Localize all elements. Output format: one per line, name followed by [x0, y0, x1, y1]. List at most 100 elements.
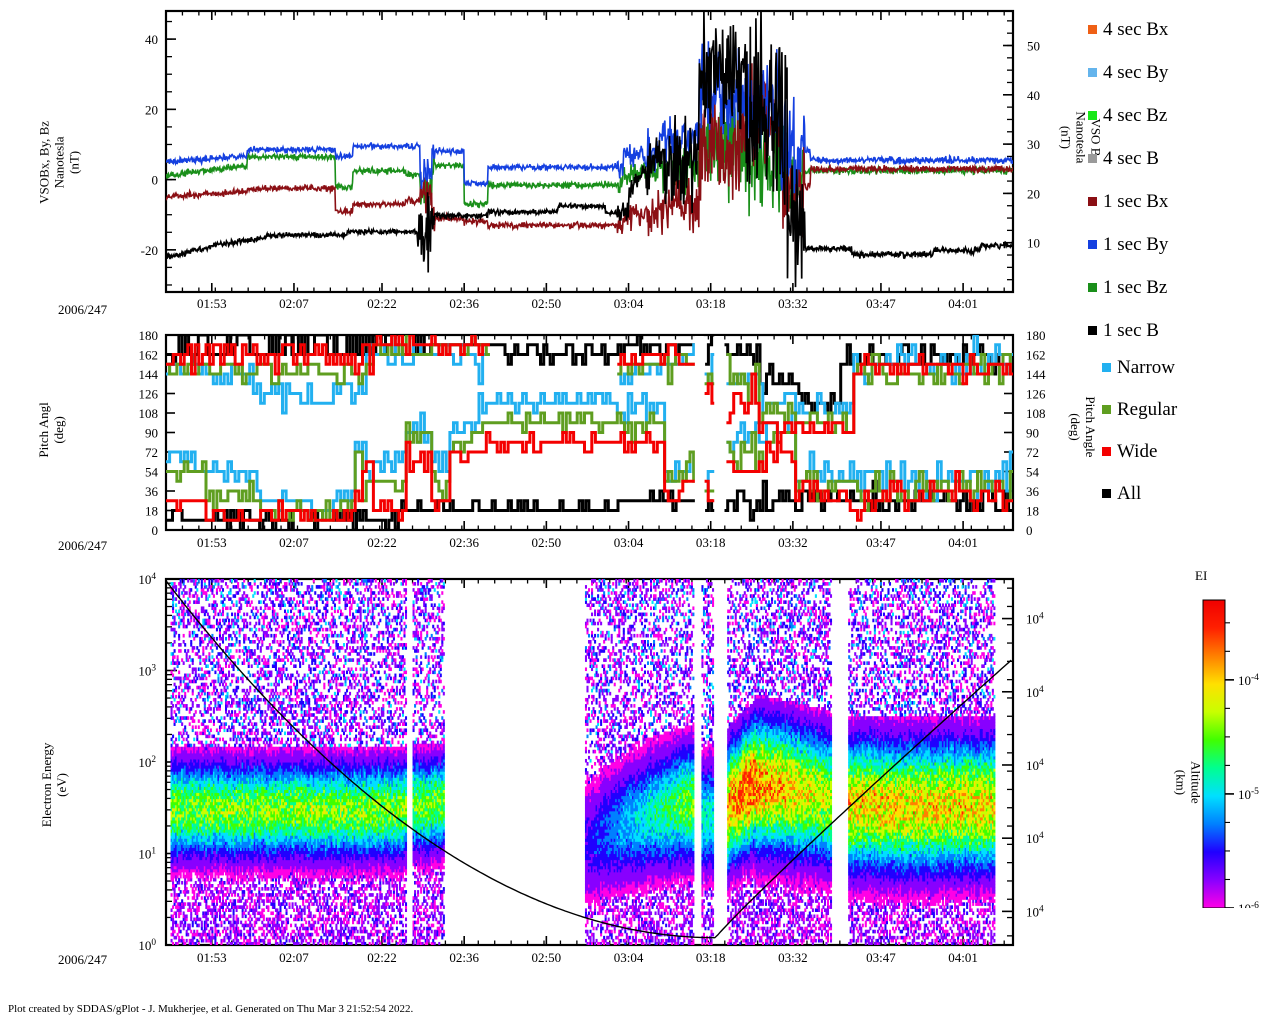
legend-swatch-icon [1088, 240, 1097, 249]
svg-text:02:36: 02:36 [449, 535, 479, 550]
legend-swatch-icon [1088, 68, 1097, 77]
svg-text:04:01: 04:01 [948, 950, 978, 965]
svg-text:18: 18 [145, 504, 158, 519]
svg-text:90: 90 [145, 426, 158, 441]
svg-text:02:50: 02:50 [532, 296, 562, 311]
svg-text:103: 103 [138, 664, 156, 679]
svg-text:0: 0 [152, 523, 159, 538]
svg-text:01:53: 01:53 [197, 296, 227, 311]
legend-swatch-icon [1102, 489, 1111, 498]
legend-item-regular[interactable]: Regular [1102, 400, 1177, 419]
svg-text:126: 126 [139, 387, 159, 402]
svg-text:02:22: 02:22 [367, 535, 397, 550]
svg-text:101: 101 [138, 847, 156, 862]
svg-text:03:32: 03:32 [778, 535, 808, 550]
svg-text:126: 126 [1026, 387, 1046, 402]
svg-text:02:22: 02:22 [367, 296, 397, 311]
legend-label: 1 sec B [1103, 321, 1159, 340]
legend-label: Regular [1117, 400, 1177, 419]
svg-text:54: 54 [1026, 465, 1040, 480]
colorbar: EI 10-610-510-4 [1185, 568, 1280, 908]
legend-label: 4 sec Bx [1103, 20, 1168, 39]
legend-label: 1 sec Bx [1103, 192, 1168, 211]
panel-pitch-angle: 01:53 02:07 02:22 02:36 02:50 03:04 03:18 03:32… [0, 325, 1070, 555]
panel1-ylabel-right-l2: Nanotesla [1073, 111, 1088, 163]
svg-text:54: 54 [145, 465, 159, 480]
legend-label: 4 sec Bz [1103, 106, 1167, 125]
legend-swatch-icon [1102, 447, 1111, 456]
svg-text:50: 50 [1027, 39, 1040, 54]
svg-text:72: 72 [145, 445, 158, 460]
svg-text:03:04: 03:04 [614, 535, 644, 550]
svg-text:36: 36 [1026, 484, 1040, 499]
svg-text:10: 10 [1027, 236, 1040, 251]
svg-text:104: 104 [1026, 831, 1044, 846]
panel1-ylabel-left-l1: VSOBx, By, Bz [37, 121, 52, 204]
panel1-ylabel-left: VSOBx, By, Bz Nanotesla (nT) [37, 82, 83, 242]
legend-item-1-sec-b[interactable]: 1 sec B [1088, 321, 1159, 340]
legend-item-4-sec-b[interactable]: 4 sec B [1088, 149, 1159, 168]
panel2-date-label: 2006/247 [58, 538, 107, 554]
svg-text:72: 72 [1026, 445, 1039, 460]
panel2-ylabel-right-l2: (deg) [1068, 413, 1083, 440]
svg-text:03:47: 03:47 [866, 950, 896, 965]
svg-text:104: 104 [1026, 612, 1044, 627]
svg-text:03:18: 03:18 [696, 535, 726, 550]
svg-text:03:04: 03:04 [614, 296, 644, 311]
svg-text:02:07: 02:07 [279, 535, 309, 550]
legend-item-4-sec-bz[interactable]: 4 sec Bz [1088, 106, 1167, 125]
legend-item-all[interactable]: All [1102, 484, 1141, 503]
legend-item-4-sec-bx[interactable]: 4 sec Bx [1088, 20, 1168, 39]
svg-text:36: 36 [145, 484, 159, 499]
svg-text:180: 180 [1026, 328, 1046, 343]
svg-text:90: 90 [1026, 426, 1039, 441]
svg-text:02:50: 02:50 [532, 535, 562, 550]
legend-item-1-sec-bx[interactable]: 1 sec Bx [1088, 192, 1168, 211]
footer-credit: Plot created by SDDAS/gPlot - J. Mukherj… [8, 1003, 413, 1015]
svg-text:02:07: 02:07 [279, 296, 309, 311]
legend-label: 1 sec Bz [1103, 278, 1167, 297]
svg-text:104: 104 [1026, 904, 1044, 919]
electron-spectrogram-plot: 01:53 02:07 02:22 02:36 02:50 03:04 03:18 03:32… [138, 572, 1044, 965]
legend-swatch-icon [1102, 363, 1111, 372]
pitch-angle-plot: 01:53 02:07 02:22 02:36 02:50 03:04 03:18 03:32… [139, 328, 1047, 550]
legend-swatch-icon [1102, 405, 1111, 414]
svg-text:0: 0 [152, 173, 159, 188]
legend-label: 4 sec By [1103, 63, 1168, 82]
svg-text:04:01: 04:01 [948, 535, 978, 550]
svg-text:02:22: 02:22 [367, 950, 397, 965]
svg-text:01:53: 01:53 [197, 535, 227, 550]
legend-swatch-icon [1088, 154, 1097, 163]
legend-item-1-sec-bz[interactable]: 1 sec Bz [1088, 278, 1167, 297]
svg-text:03:18: 03:18 [696, 950, 726, 965]
legend-swatch-icon [1088, 197, 1097, 206]
legend-swatch-icon [1088, 25, 1097, 34]
svg-text:40: 40 [1027, 88, 1040, 103]
legend-label: 4 sec B [1103, 149, 1159, 168]
svg-text:162: 162 [1026, 348, 1046, 363]
svg-text:03:47: 03:47 [866, 535, 896, 550]
panel3-ylabel-left: Electron Energy (eV) [39, 695, 70, 875]
svg-text:-20: -20 [141, 243, 158, 258]
legend-item-4-sec-by[interactable]: 4 sec By [1088, 63, 1168, 82]
legend-item-1-sec-by[interactable]: 1 sec By [1088, 235, 1168, 254]
legend-label: 1 sec By [1103, 235, 1168, 254]
panel1-ylabel-left-l3: (nT) [66, 151, 81, 174]
panel1-date-label: 2006/247 [58, 302, 107, 318]
panel-electron-spectrogram: 01:53 02:07 02:22 02:36 02:50 03:04 03:18 03:32… [0, 565, 1070, 965]
svg-text:02:50: 02:50 [532, 950, 562, 965]
legend-label: All [1117, 484, 1141, 503]
colorbar-gradient: 10-610-510-4 [1202, 599, 1259, 908]
svg-text:180: 180 [139, 328, 159, 343]
panel1-ylabel-left-l2: Nanotesla [52, 136, 67, 188]
legend: 4 sec Bx 4 sec By 4 sec Bz 4 sec B 1 sec Bx 1… [1088, 8, 1278, 508]
legend-item-narrow[interactable]: Narrow [1102, 358, 1175, 377]
legend-label: Narrow [1117, 358, 1175, 377]
svg-text:03:32: 03:32 [778, 950, 808, 965]
panel2-ylabel-left-l2: (deg) [51, 416, 66, 443]
svg-text:162: 162 [139, 348, 159, 363]
panel3-date-label: 2006/247 [58, 952, 107, 968]
legend-item-wide[interactable]: Wide [1102, 442, 1157, 461]
svg-text:40: 40 [145, 32, 158, 47]
legend-swatch-icon [1088, 326, 1097, 335]
